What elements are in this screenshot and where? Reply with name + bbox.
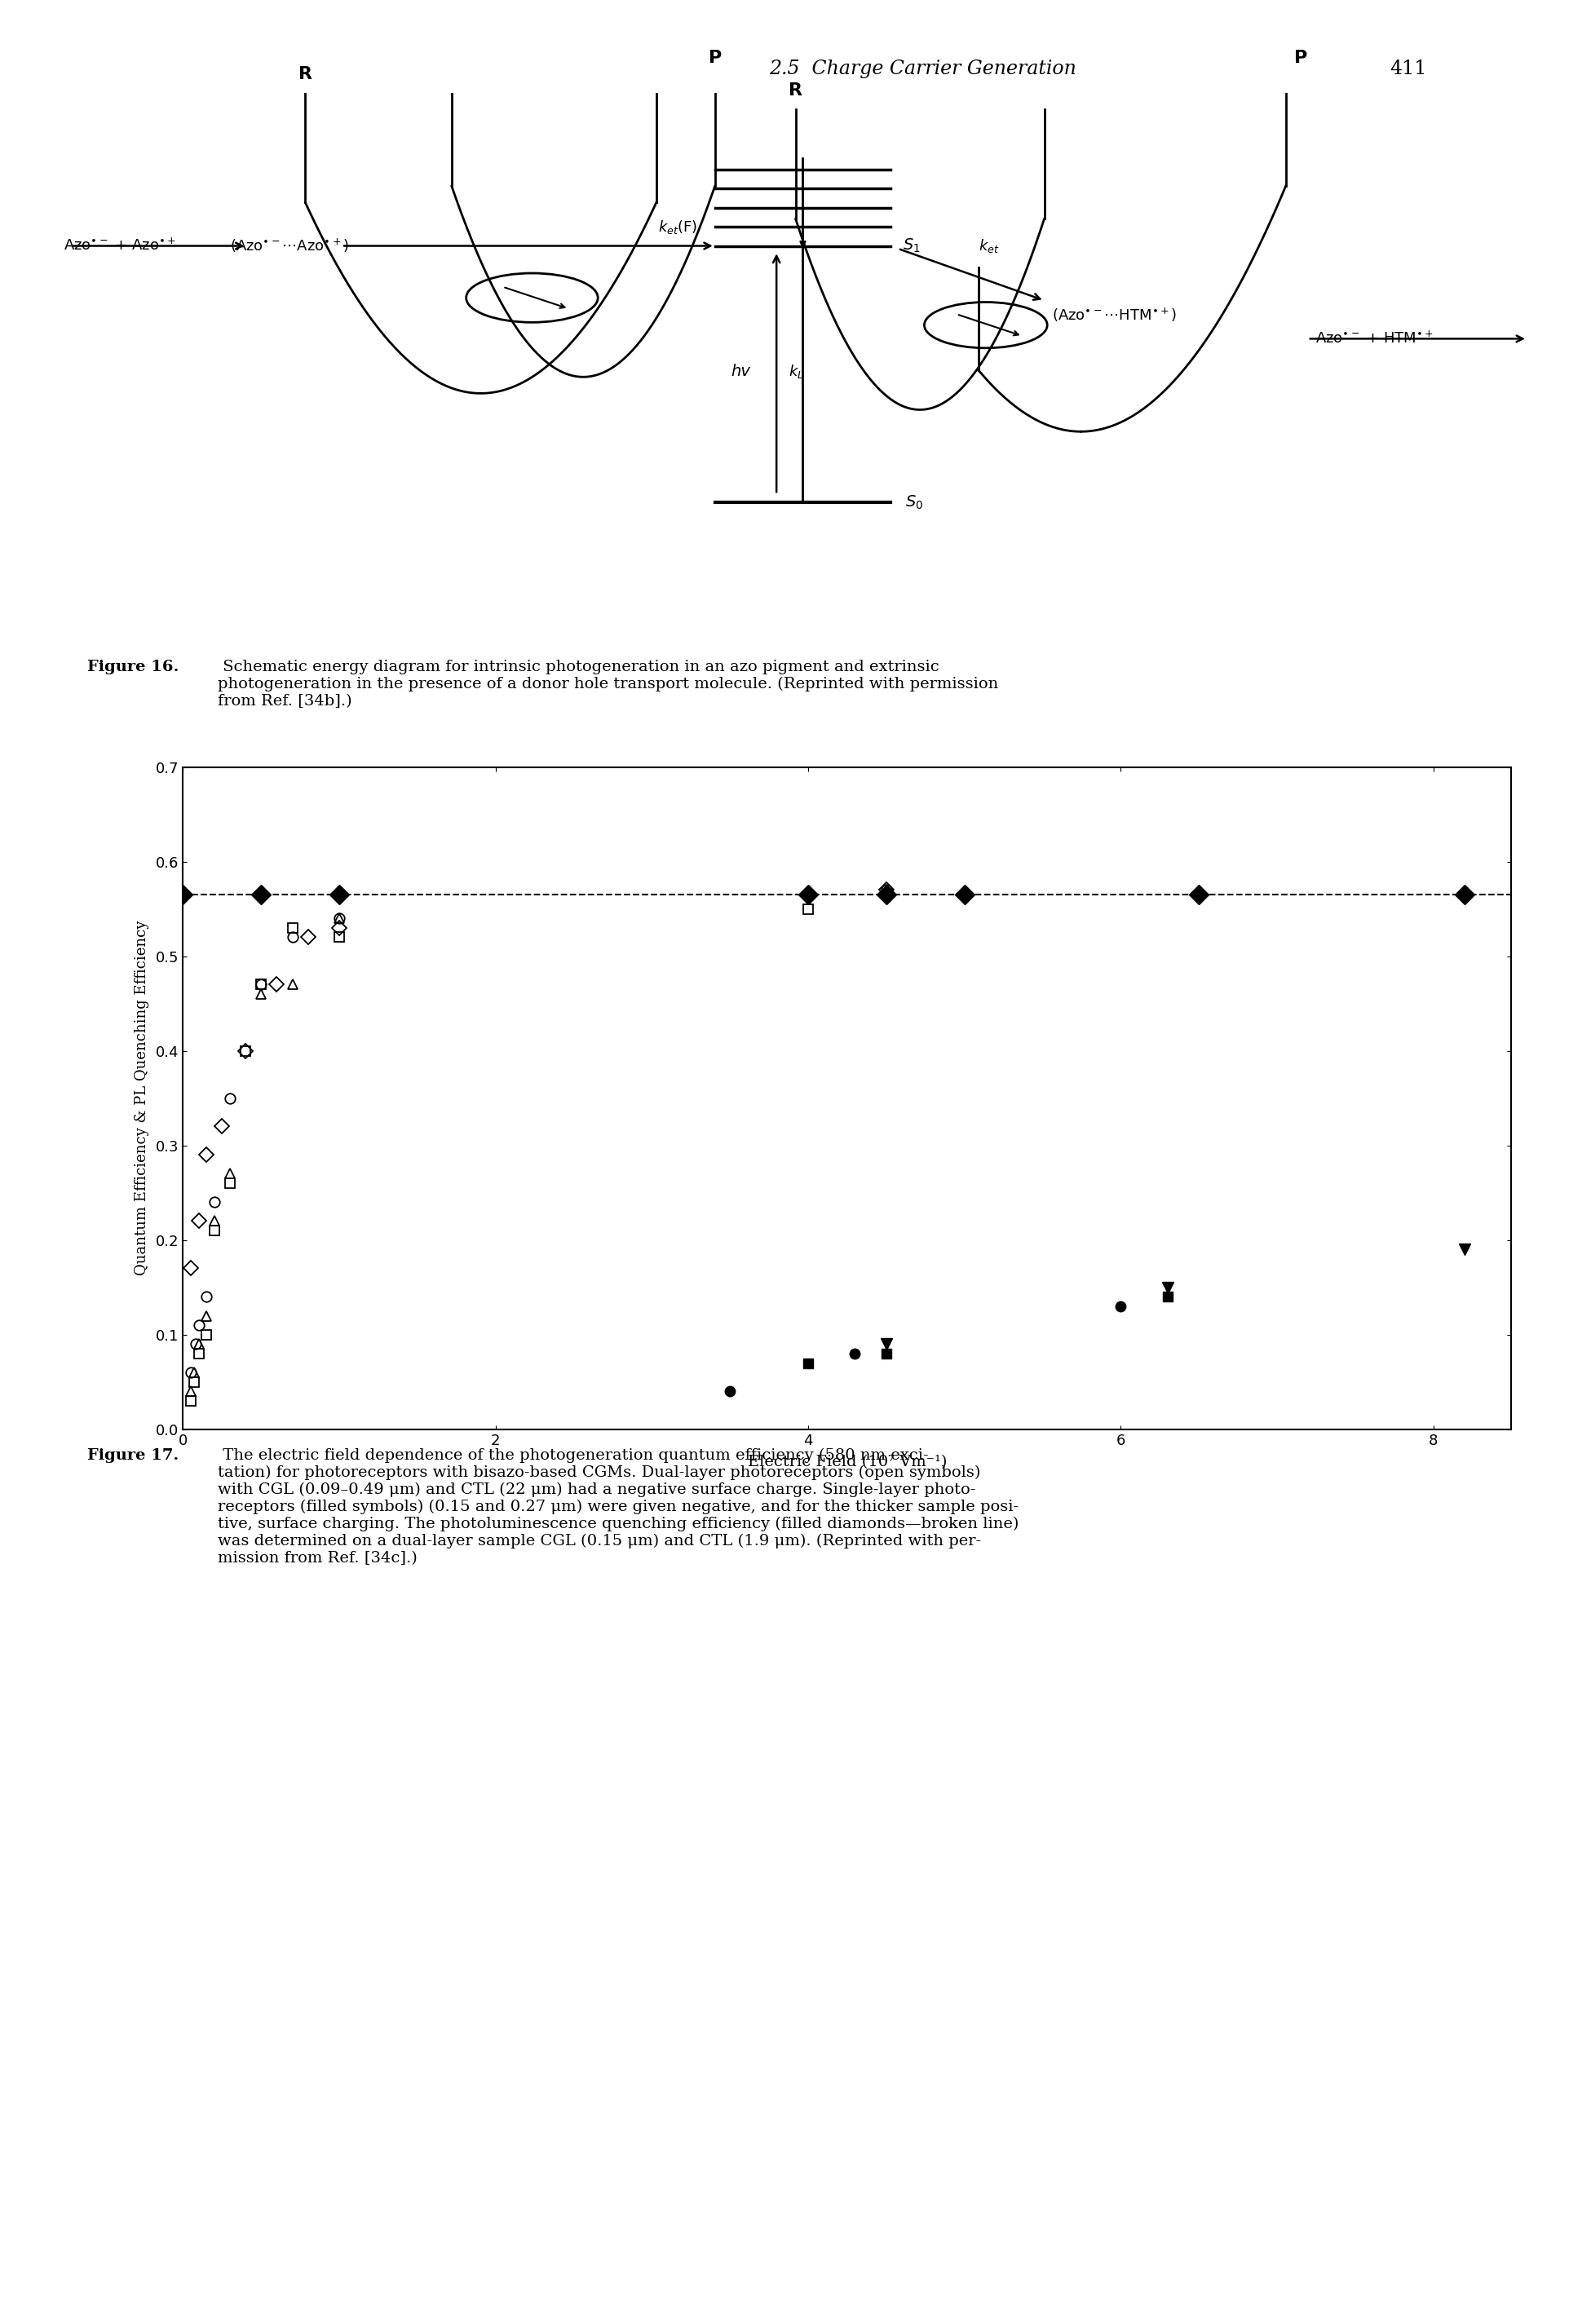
Text: (Azo$^{\bullet-}{\cdots}$Azo$^{\bullet+}$): (Azo$^{\bullet-}{\cdots}$Azo$^{\bullet+}… <box>231 237 348 256</box>
Text: $k_L$: $k_L$ <box>788 363 803 381</box>
Text: 2.5  Charge Carrier Generation: 2.5 Charge Carrier Generation <box>768 58 1077 79</box>
Text: R: R <box>298 65 312 81</box>
Text: $k_{et}$: $k_{et}$ <box>978 237 999 253</box>
Text: (Azo$^{\bullet-}{\cdots}$HTM$^{\bullet+}$): (Azo$^{\bullet-}{\cdots}$HTM$^{\bullet+}… <box>1052 307 1177 323</box>
Text: Azo$^{\bullet-}$ + Azo$^{\bullet+}$: Azo$^{\bullet-}$ + Azo$^{\bullet+}$ <box>64 237 177 253</box>
Text: 411: 411 <box>1389 58 1427 79</box>
Text: Figure 17.: Figure 17. <box>88 1448 180 1462</box>
Text: $S_0$: $S_0$ <box>905 495 923 511</box>
Text: The electric field dependence of the photogeneration quantum efficiency (580 nm : The electric field dependence of the pho… <box>218 1448 1020 1566</box>
Text: hv: hv <box>730 365 749 379</box>
Text: R: R <box>789 81 802 98</box>
Text: Azo$^{\bullet-}$ + HTM$^{\bullet+}$: Azo$^{\bullet-}$ + HTM$^{\bullet+}$ <box>1316 330 1433 346</box>
Text: $k_{et}$(F): $k_{et}$(F) <box>659 218 697 235</box>
Text: P: P <box>708 49 722 65</box>
Text: Schematic energy diagram for intrinsic photogeneration in an azo pigment and ext: Schematic energy diagram for intrinsic p… <box>218 660 999 709</box>
Text: Figure 16.: Figure 16. <box>88 660 180 674</box>
Y-axis label: Quantum Efficiency & PL Quenching Efficiency: Quantum Efficiency & PL Quenching Effici… <box>134 920 150 1276</box>
X-axis label: Electric Field (10⁷ Vm⁻¹): Electric Field (10⁷ Vm⁻¹) <box>748 1455 947 1469</box>
Text: $S_1$: $S_1$ <box>902 237 920 256</box>
Text: P: P <box>1293 49 1308 65</box>
